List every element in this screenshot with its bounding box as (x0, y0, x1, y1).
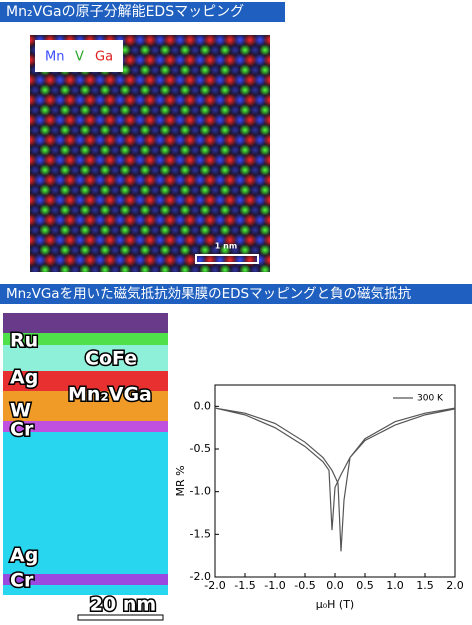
scale-label: 1 nm (215, 242, 237, 251)
legend-label: Mn (45, 50, 64, 65)
layer-label: Ru (10, 330, 38, 352)
page: Mn₂VGaの原子分解能EDSマッピング Mn₂VGaを用いた磁気抵抗効果膜のE… (0, 0, 472, 625)
legend-label: 300 K (417, 394, 444, 404)
x-tick-label: 1.5 (416, 579, 434, 592)
plot-frame (215, 385, 455, 577)
scale-label: 20 nm (90, 594, 156, 616)
layer-label: Cr (10, 419, 34, 441)
layer-label: Ag (10, 545, 38, 567)
x-tick-label: 1.0 (386, 579, 404, 592)
x-tick-label: -0.5 (294, 579, 315, 592)
data-line (215, 408, 455, 551)
x-tick-label: 0.0 (326, 579, 344, 592)
layer-label: Cr (10, 570, 34, 592)
legend-label: Ga (95, 50, 113, 65)
y-tick-label: -1.0 (190, 485, 211, 498)
scale-bar (78, 615, 163, 620)
legend-label: V (75, 50, 84, 65)
y-tick-label: -1.5 (190, 527, 211, 540)
y-axis-label: MR % (174, 465, 187, 496)
y-tick-label: 0.0 (194, 399, 212, 412)
y-tick-label: -0.5 (190, 442, 211, 455)
layer-label: Mn₂VGa (68, 384, 152, 406)
layer-label: CoFe (85, 348, 137, 370)
x-tick-label: -1.0 (264, 579, 285, 592)
x-tick-label: -1.5 (234, 579, 255, 592)
layer-label: Ag (10, 367, 38, 389)
x-axis-label: μ₀H (T) (316, 598, 354, 611)
x-tick-label: 2.0 (446, 579, 464, 592)
figure: Mn V Ga 1 nm Ru CoFe Ag Mn₂VGa W Cr Ag C… (0, 0, 472, 625)
x-tick-label: 0.5 (356, 579, 374, 592)
y-tick-label: -2.0 (190, 570, 211, 583)
